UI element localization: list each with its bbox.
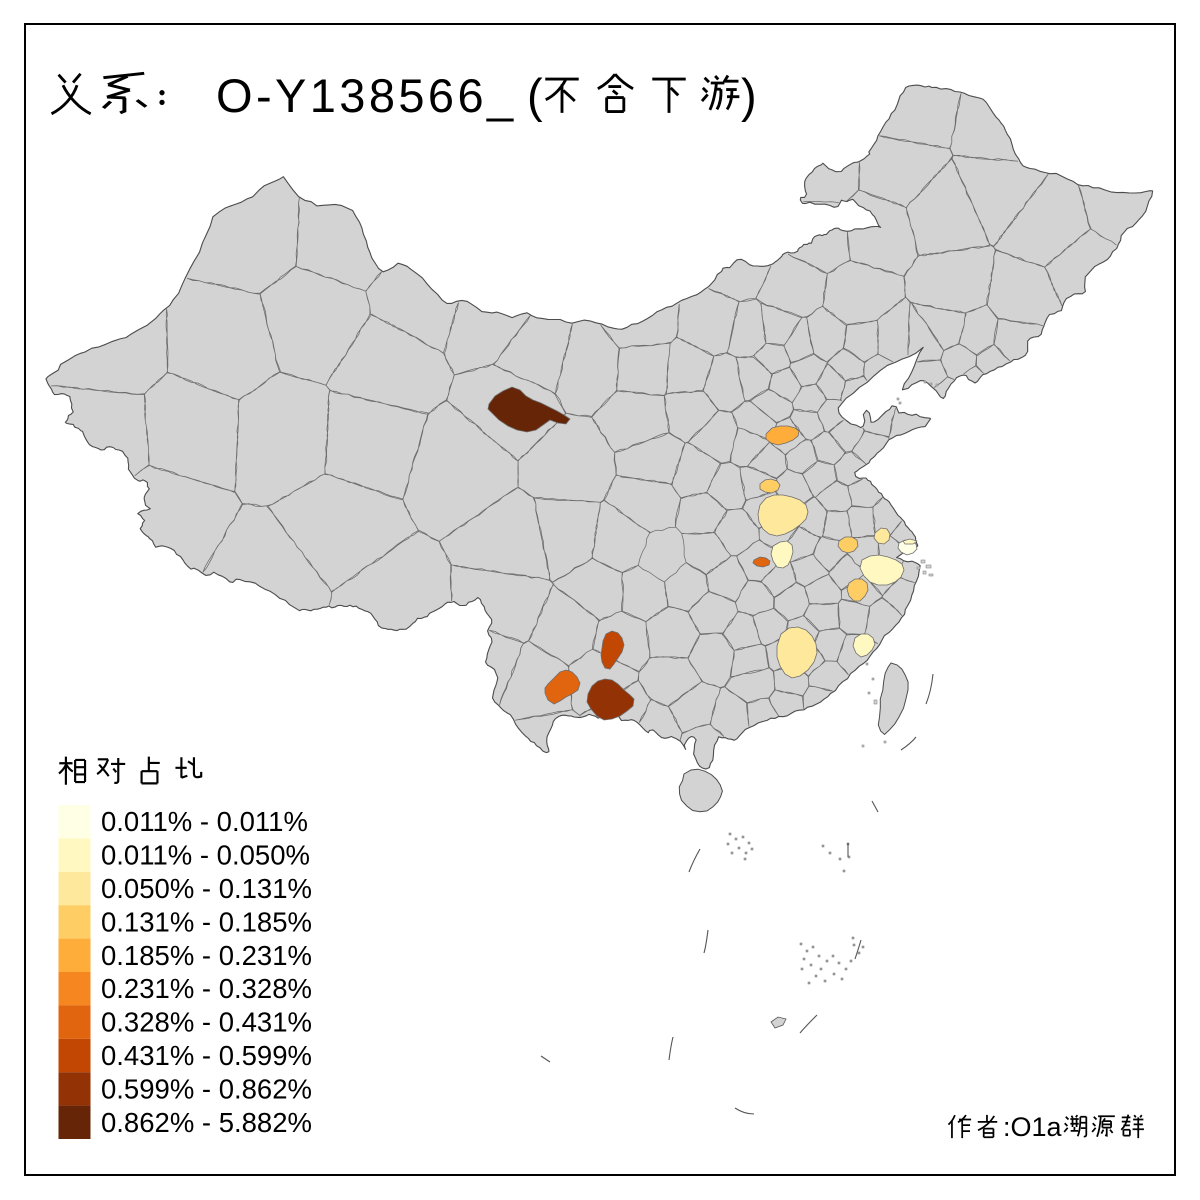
svg-text:0.131% - 0.185%: 0.131% - 0.185% (101, 906, 312, 937)
svg-text:0.231% - 0.328%: 0.231% - 0.328% (101, 973, 312, 1004)
svg-text:0.431% - 0.599%: 0.431% - 0.599% (101, 1040, 312, 1071)
svg-text::O1a: :O1a (1003, 1112, 1063, 1142)
svg-text:0.050% - 0.131%: 0.050% - 0.131% (101, 873, 312, 904)
svg-text:O-Y138566_: O-Y138566_ (216, 69, 517, 122)
svg-text:0.599% - 0.862%: 0.599% - 0.862% (101, 1073, 312, 1104)
svg-text:0.862% - 5.882%: 0.862% - 5.882% (101, 1107, 312, 1138)
svg-text:0.328% - 0.431%: 0.328% - 0.431% (101, 1007, 312, 1038)
svg-text:(: ( (527, 69, 543, 122)
svg-text:0.185% - 0.231%: 0.185% - 0.231% (101, 940, 312, 971)
svg-text:0.011% - 0.050%: 0.011% - 0.050% (101, 840, 310, 871)
svg-text:): ) (741, 69, 757, 122)
svg-text:0.011% - 0.011%: 0.011% - 0.011% (101, 806, 308, 837)
